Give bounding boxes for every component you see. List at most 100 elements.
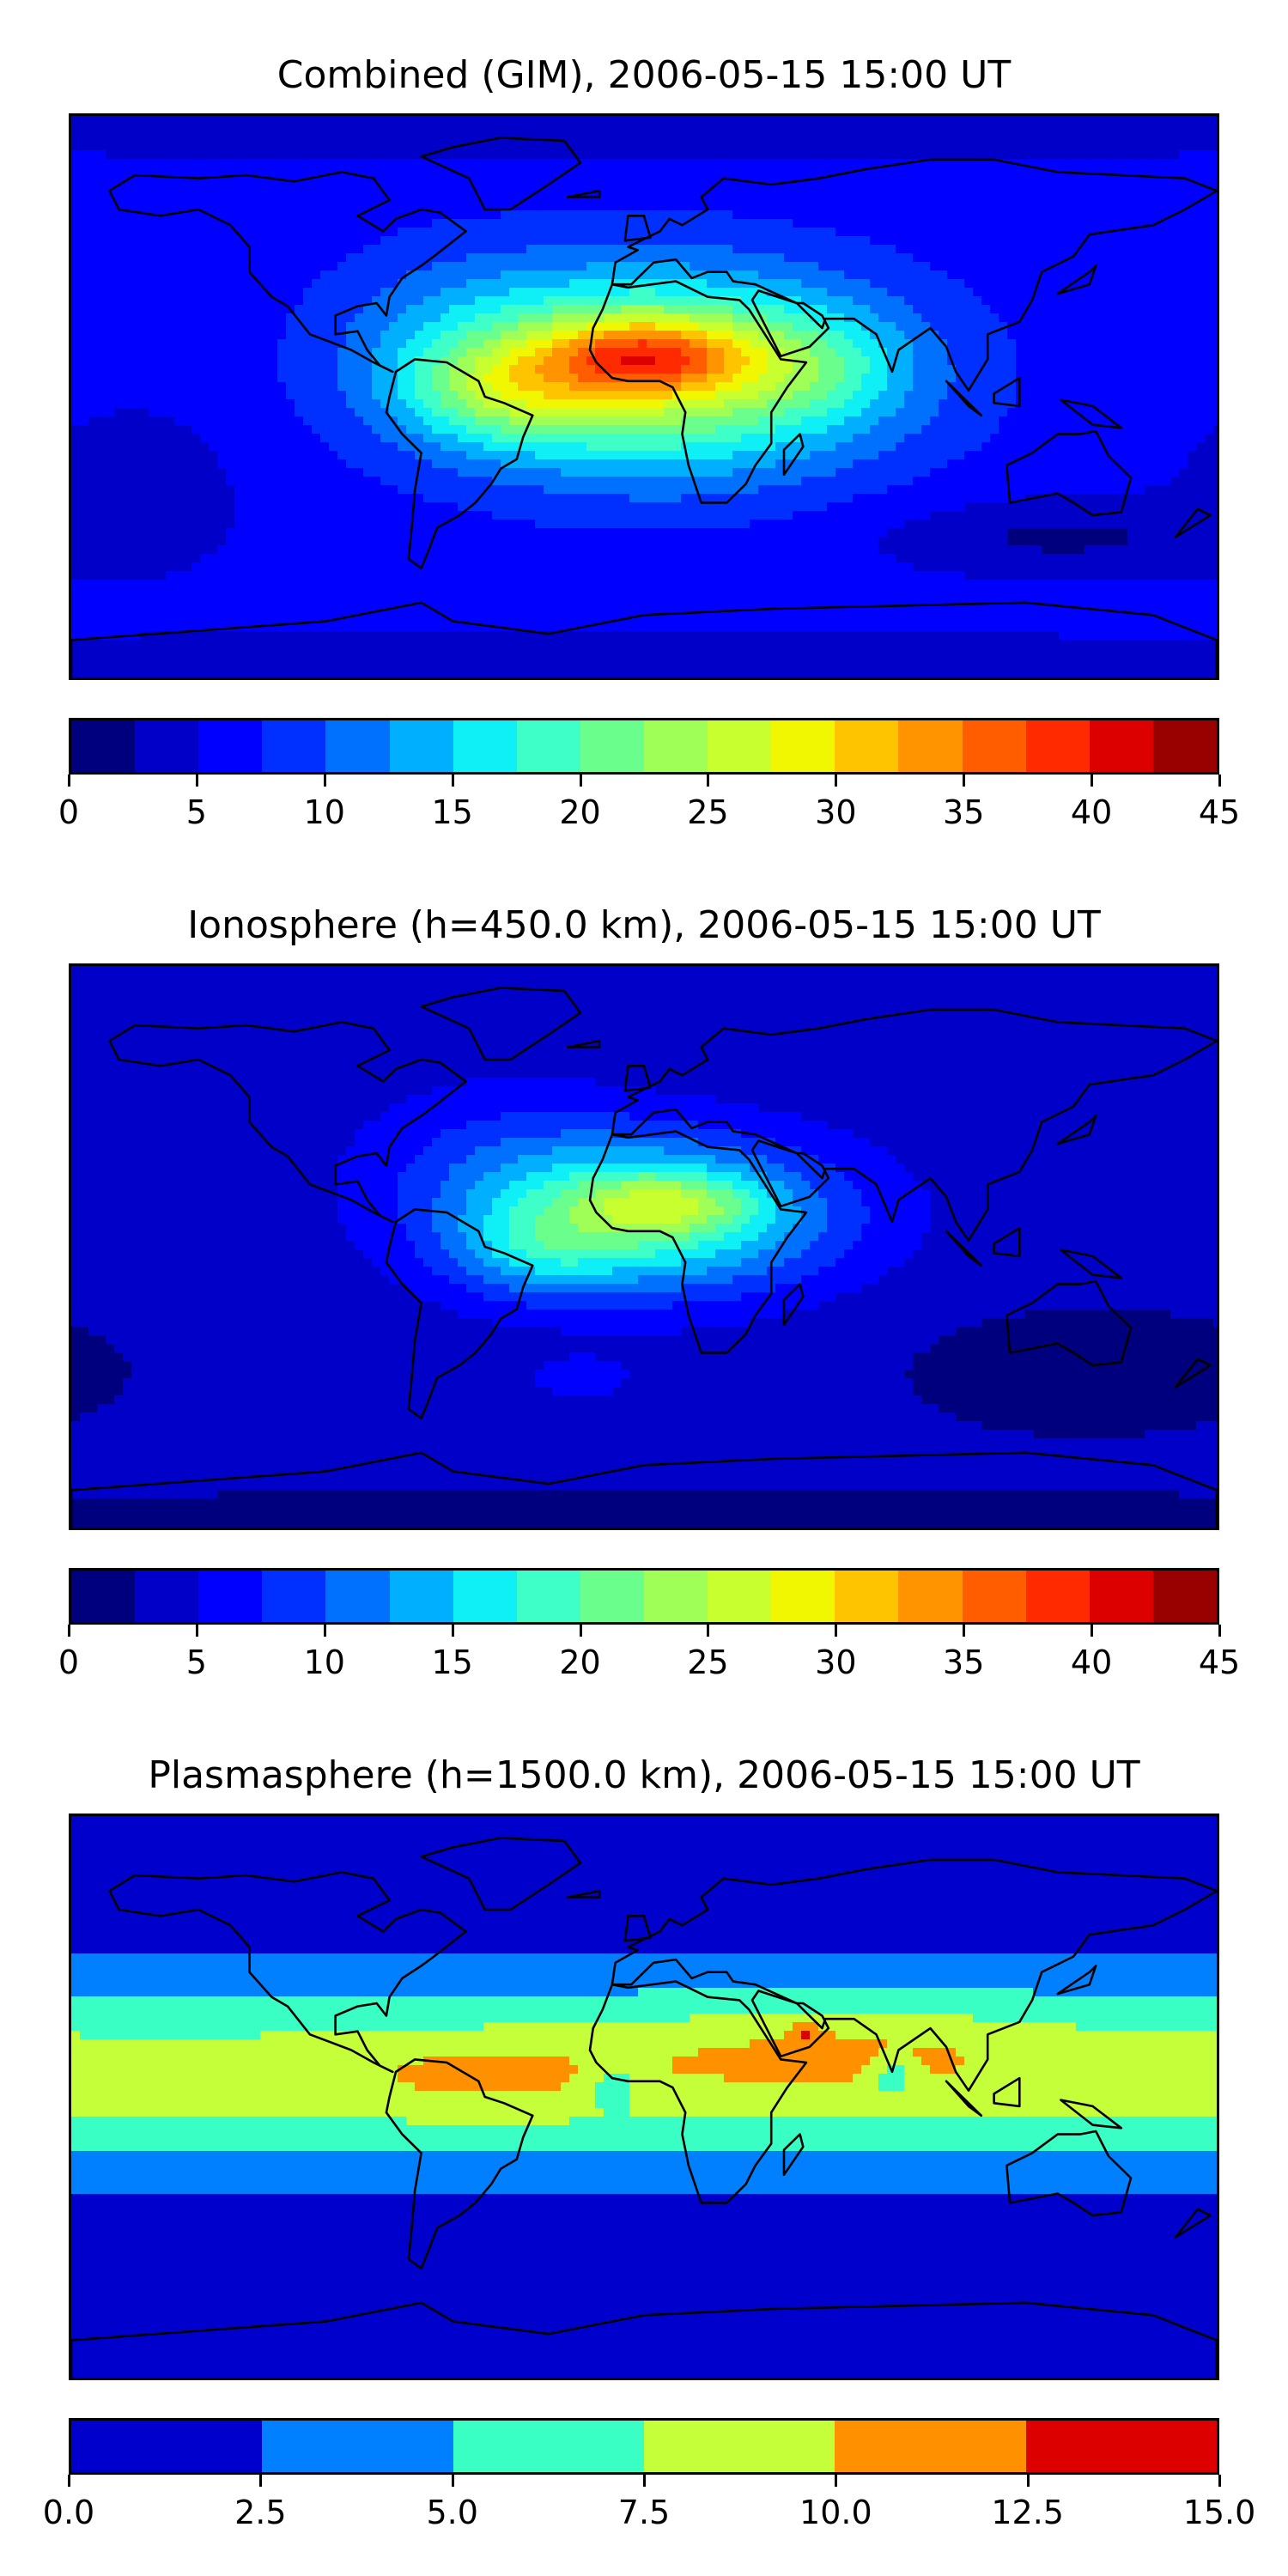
contour-cell bbox=[715, 193, 725, 203]
contour-cell bbox=[724, 219, 733, 228]
contour-cell bbox=[449, 116, 459, 125]
contour-cell bbox=[741, 150, 750, 160]
contour-cell bbox=[939, 391, 948, 400]
contour-cell bbox=[191, 270, 201, 280]
contour-cell bbox=[1102, 305, 1111, 314]
contour-cell bbox=[758, 356, 768, 366]
contour-cell bbox=[767, 176, 776, 185]
contour-cell bbox=[887, 296, 896, 306]
contour-cell bbox=[243, 176, 252, 185]
contour-cell bbox=[956, 296, 965, 306]
contour-cell bbox=[312, 236, 321, 246]
contour-cell bbox=[956, 322, 965, 331]
contour-cell bbox=[509, 125, 519, 134]
contour-cell bbox=[775, 356, 785, 366]
contour-cell bbox=[166, 236, 175, 246]
contour-cell bbox=[1024, 245, 1034, 254]
contour-cell bbox=[878, 331, 888, 340]
contour-cell bbox=[604, 245, 613, 254]
contour-cell bbox=[1136, 322, 1145, 331]
contour-cell bbox=[1110, 365, 1120, 374]
contour-cell bbox=[1050, 408, 1060, 417]
contour-cell bbox=[303, 322, 313, 331]
contour-cell bbox=[947, 270, 957, 280]
contour-cell bbox=[844, 356, 854, 366]
contour-cell bbox=[286, 125, 295, 134]
contour-cell bbox=[226, 322, 235, 331]
contour-cell bbox=[1033, 348, 1042, 357]
contour-cell bbox=[466, 416, 476, 426]
contour-cell bbox=[1033, 425, 1042, 434]
contour-cell bbox=[664, 391, 673, 400]
contour-cell bbox=[337, 356, 347, 366]
contour-cell bbox=[698, 425, 708, 434]
contour-cell bbox=[732, 125, 742, 134]
contour-cell bbox=[174, 348, 184, 357]
contour-cell bbox=[346, 279, 355, 289]
contour-cell bbox=[423, 142, 433, 151]
contour-cell bbox=[260, 408, 270, 417]
contour-cell bbox=[664, 296, 673, 306]
contour-cell bbox=[544, 253, 553, 263]
contour-cell bbox=[458, 408, 467, 417]
contour-cell bbox=[380, 374, 390, 383]
contour-cell bbox=[1153, 331, 1163, 340]
contour-cell bbox=[312, 202, 321, 211]
contour-cell bbox=[1127, 193, 1137, 203]
contour-cell bbox=[226, 382, 235, 392]
contour-cell bbox=[767, 142, 776, 151]
contour-cell bbox=[981, 322, 991, 331]
contour-cell bbox=[724, 279, 733, 289]
contour-cell bbox=[664, 116, 673, 125]
contour-cell bbox=[629, 356, 639, 366]
contour-cell bbox=[861, 365, 871, 374]
contour-cell bbox=[724, 167, 733, 177]
contour-cell bbox=[1162, 339, 1171, 349]
contour-cell bbox=[818, 159, 828, 168]
contour-cell bbox=[767, 245, 776, 254]
contour-cell bbox=[518, 202, 527, 211]
contour-cell bbox=[217, 159, 227, 168]
contour-cell bbox=[1024, 331, 1034, 340]
contour-cell bbox=[1024, 313, 1034, 323]
contour-cell bbox=[818, 150, 828, 160]
contour-cell bbox=[981, 365, 991, 374]
contour-cell bbox=[149, 374, 158, 383]
contour-cell bbox=[672, 425, 682, 434]
contour-cell bbox=[458, 185, 467, 194]
contour-cell bbox=[810, 365, 819, 374]
contour-cell bbox=[398, 296, 407, 306]
contour-cell bbox=[887, 279, 896, 289]
contour-cell bbox=[149, 202, 158, 211]
contour-cell bbox=[939, 313, 948, 323]
contour-cell bbox=[999, 142, 1008, 151]
contour-cell bbox=[355, 425, 364, 434]
contour-cell bbox=[191, 425, 201, 434]
contour-cell bbox=[149, 262, 158, 271]
contour-cell bbox=[1050, 305, 1060, 314]
contour-cell bbox=[217, 193, 227, 203]
contour-cell bbox=[827, 176, 836, 185]
contour-cell bbox=[1084, 228, 1094, 237]
contour-cell bbox=[578, 288, 587, 297]
contour-cell bbox=[406, 408, 416, 417]
contour-cell bbox=[586, 142, 596, 151]
contour-cell bbox=[990, 167, 999, 177]
contour-cell bbox=[853, 365, 862, 374]
contour-cell bbox=[209, 133, 218, 143]
contour-cell bbox=[913, 322, 922, 331]
contour-cell bbox=[896, 202, 905, 211]
contour-cell bbox=[947, 142, 957, 151]
contour-cell bbox=[1205, 262, 1214, 271]
contour-cell bbox=[1196, 305, 1206, 314]
contour-cell bbox=[844, 416, 854, 426]
contour-cell bbox=[423, 288, 433, 297]
contour-cell bbox=[758, 202, 768, 211]
contour-cell bbox=[389, 279, 398, 289]
contour-cell bbox=[981, 236, 991, 246]
contour-cell bbox=[183, 133, 192, 143]
contour-cell bbox=[1059, 142, 1068, 151]
contour-cell bbox=[844, 159, 854, 168]
contour-cell bbox=[492, 365, 501, 374]
contour-cell bbox=[1213, 313, 1217, 323]
